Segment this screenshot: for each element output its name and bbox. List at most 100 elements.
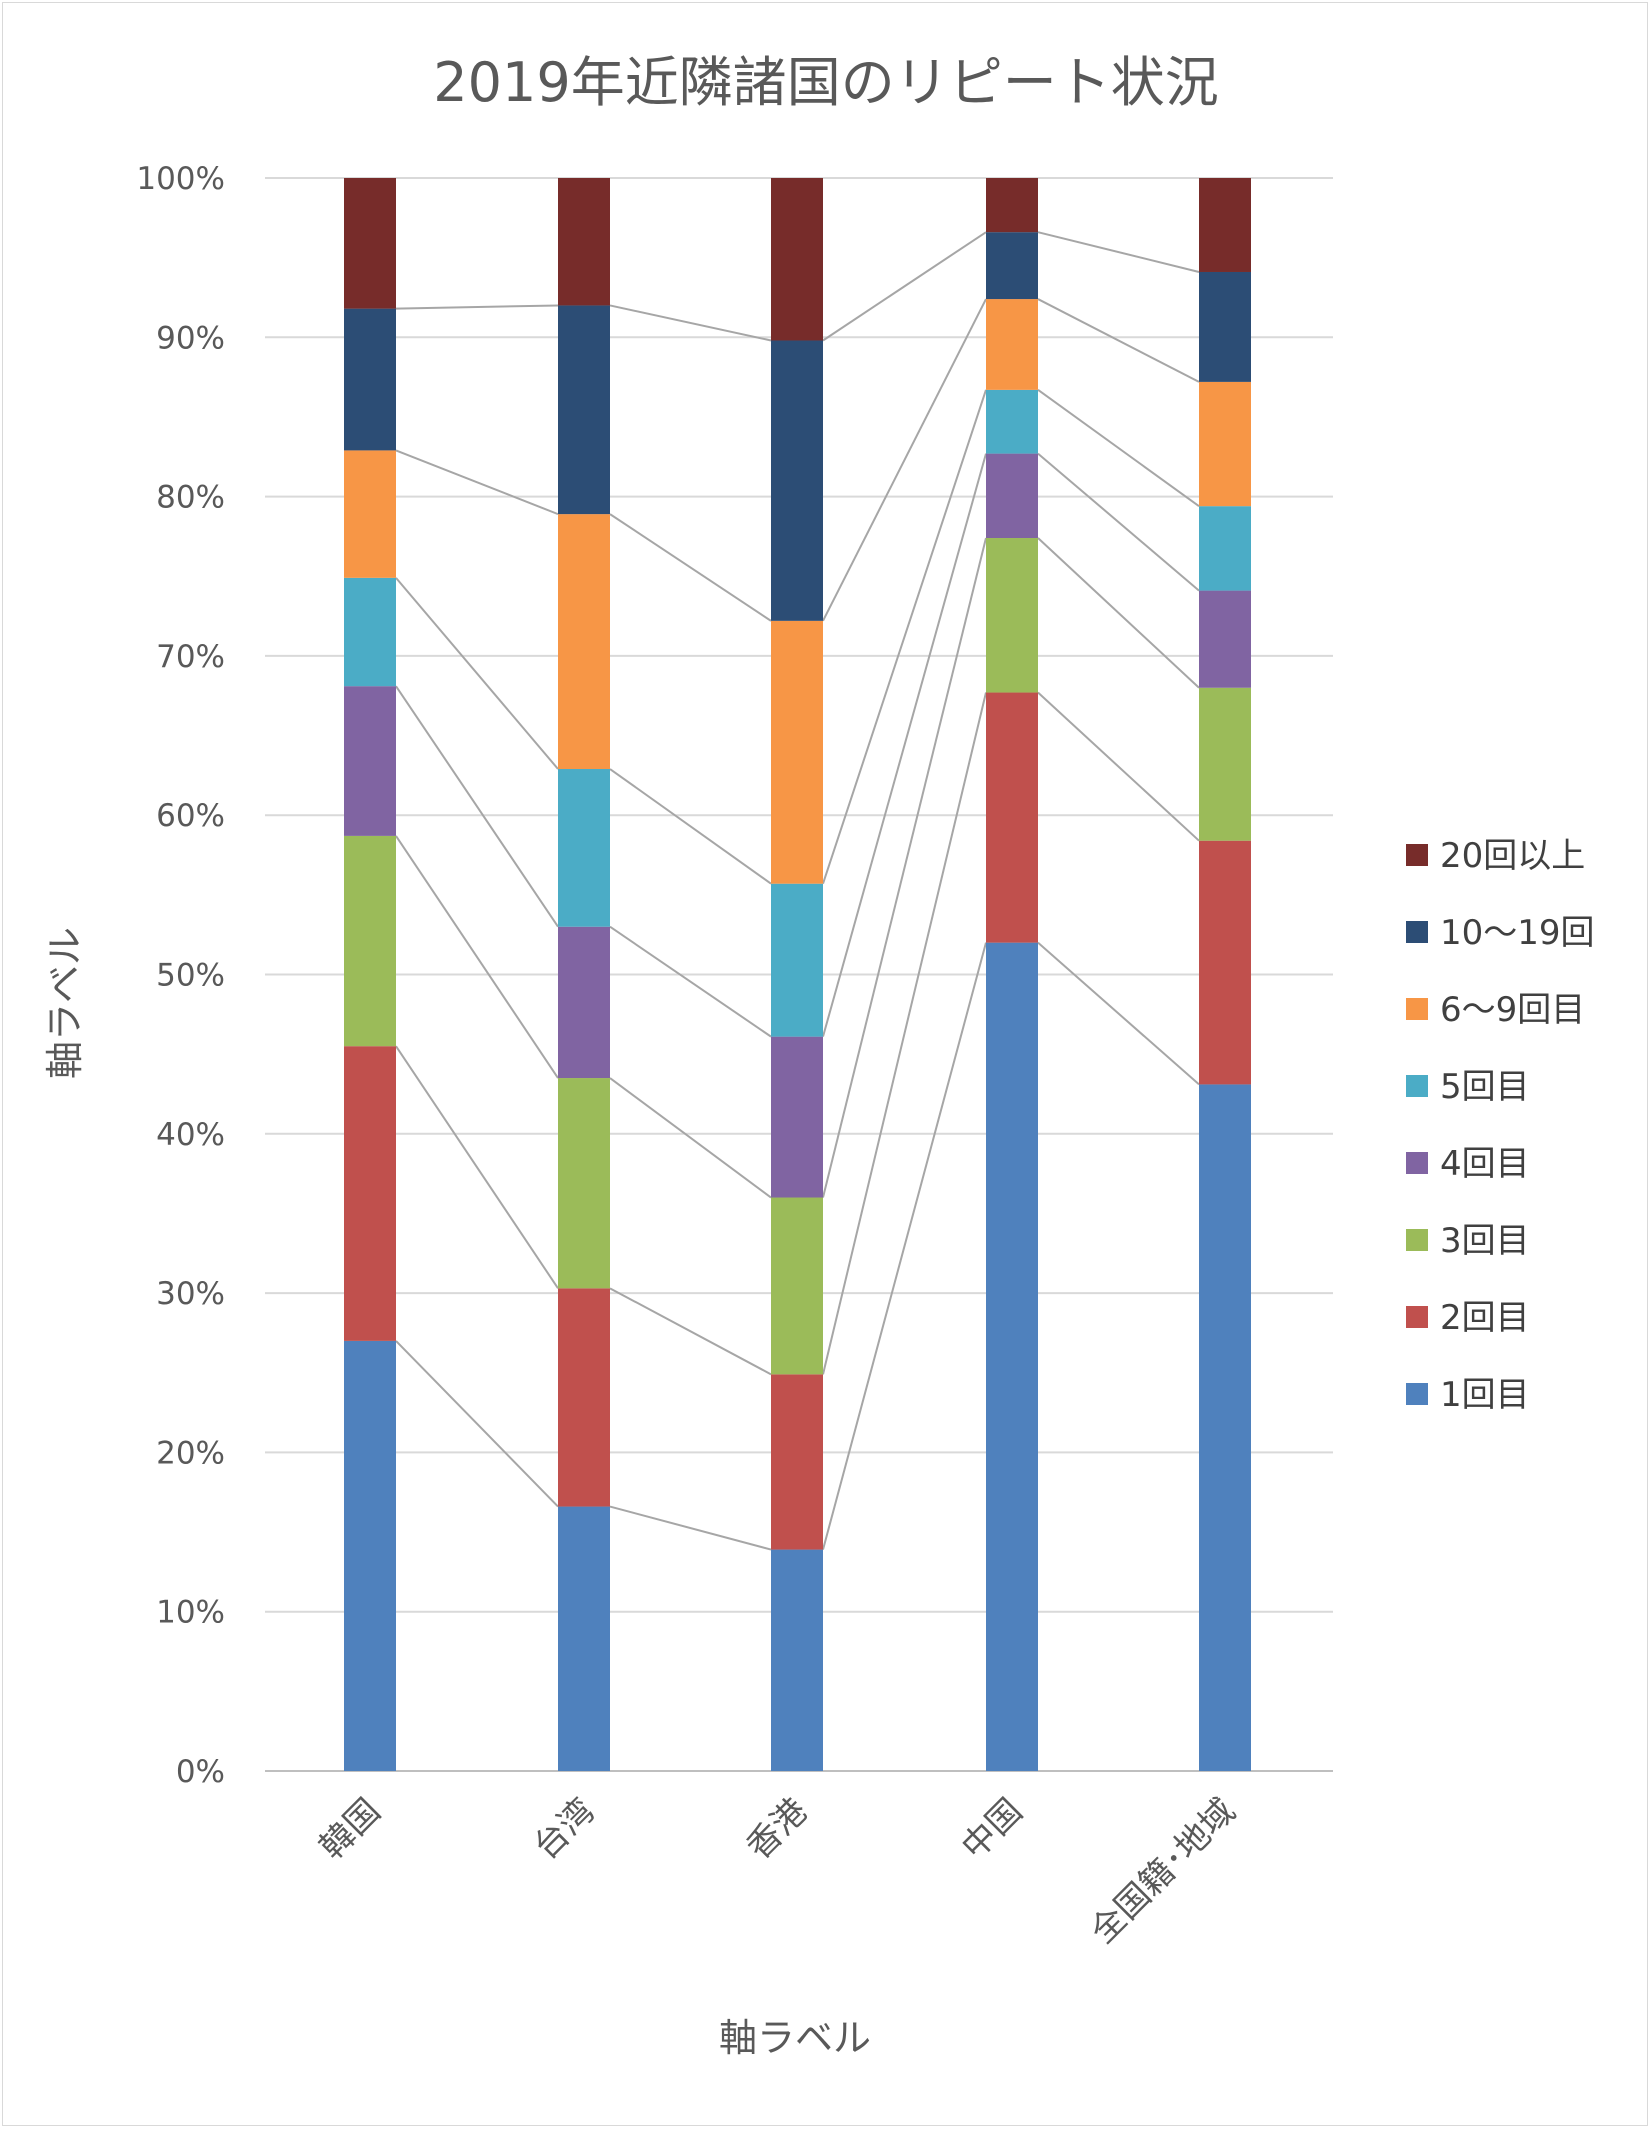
y-tick-label: 10% bbox=[156, 1595, 225, 1631]
y-tick-label: 0% bbox=[176, 1754, 225, 1790]
bar-segment bbox=[558, 926, 610, 1079]
legend-label: 6〜9回目 bbox=[1440, 990, 1585, 1030]
series-line bbox=[609, 925, 772, 1038]
bar-segment bbox=[771, 340, 823, 621]
bar-segment bbox=[1199, 178, 1251, 272]
bar-segment bbox=[771, 620, 823, 884]
category-label: 中国 bbox=[954, 1791, 1030, 1867]
series-line bbox=[1037, 389, 1200, 507]
stacked-bar-chart: 2019年近隣諸国のリピート状況 0% 10% 20% 30% 40% 50% 60% 70%… bbox=[43, 51, 1595, 2060]
series-line bbox=[1037, 298, 1200, 383]
bar-segment bbox=[986, 389, 1038, 454]
bar-segment bbox=[986, 232, 1038, 300]
bar-segment bbox=[344, 178, 396, 309]
series-line bbox=[395, 1340, 559, 1508]
bar-segment bbox=[771, 178, 823, 341]
legend-swatch bbox=[1406, 1383, 1428, 1405]
series-line bbox=[609, 1077, 772, 1199]
bar-segment bbox=[558, 769, 610, 927]
bar-segment bbox=[771, 883, 823, 1037]
bar-segment bbox=[558, 178, 610, 306]
legend-label: 2回目 bbox=[1440, 1298, 1530, 1338]
bar-segment bbox=[986, 299, 1038, 390]
y-tick-label: 60% bbox=[156, 798, 225, 834]
series-line bbox=[1037, 691, 1200, 842]
legend-swatch bbox=[1406, 1306, 1428, 1328]
bar-segment bbox=[344, 835, 396, 1047]
series-line bbox=[395, 577, 559, 770]
y-tick-label: 90% bbox=[156, 320, 225, 356]
bar-segment bbox=[344, 450, 396, 578]
y-tick-label: 80% bbox=[156, 480, 225, 516]
legend-label: 3回目 bbox=[1440, 1221, 1530, 1261]
bar-segment bbox=[558, 514, 610, 770]
legend-swatch bbox=[1406, 1152, 1428, 1174]
y-tick-label: 100% bbox=[136, 161, 225, 197]
bar-segment bbox=[771, 1549, 823, 1771]
bar-segment bbox=[344, 1046, 396, 1341]
legend-swatch bbox=[1406, 1229, 1428, 1251]
bar-segment bbox=[344, 686, 396, 836]
series-line bbox=[395, 835, 559, 1079]
series-line bbox=[395, 685, 559, 928]
x-axis-title: 軸ラベル bbox=[719, 2016, 871, 2060]
series-line bbox=[395, 1045, 559, 1289]
category-label: 香港 bbox=[739, 1791, 815, 1867]
bars bbox=[344, 178, 1251, 1771]
y-tick-label: 50% bbox=[156, 958, 225, 994]
legend-swatch bbox=[1406, 998, 1428, 1020]
bar-segment bbox=[1199, 1084, 1251, 1771]
bar-segment bbox=[558, 1506, 610, 1771]
series-line bbox=[609, 768, 772, 885]
bar-segment bbox=[986, 692, 1038, 943]
category-label: 韓国 bbox=[312, 1791, 388, 1867]
bar-segment bbox=[1199, 687, 1251, 841]
series-line bbox=[1037, 231, 1200, 273]
series-line bbox=[1037, 537, 1200, 689]
bar-segment bbox=[986, 538, 1038, 693]
series-line bbox=[822, 942, 987, 1550]
y-tick-label: 20% bbox=[156, 1435, 225, 1471]
bar-segment bbox=[1199, 840, 1251, 1085]
bar-segment bbox=[344, 1340, 396, 1771]
bar-segment bbox=[986, 178, 1038, 233]
legend-label: 20回以上 bbox=[1440, 836, 1585, 876]
bar-segment bbox=[1199, 590, 1251, 688]
series-line bbox=[609, 1287, 772, 1376]
y-tick-label: 40% bbox=[156, 1117, 225, 1153]
series-line bbox=[395, 449, 559, 516]
category-label: 全国籍･地域 bbox=[1083, 1791, 1244, 1952]
series-line bbox=[822, 389, 987, 885]
legend: 20回以上 10〜19回 6〜9回目 5回目 4回目 3回目 2回目 1回目 bbox=[1406, 836, 1595, 1415]
category-labels: 韓国 台湾 香港 中国 全国籍･地域 bbox=[312, 1791, 1243, 1952]
bar-segment bbox=[558, 305, 610, 515]
bar-segment bbox=[1199, 271, 1251, 382]
chart-title: 2019年近隣諸国のリピート状況 bbox=[433, 51, 1218, 114]
bar-segment bbox=[771, 1036, 823, 1198]
bar-segment bbox=[986, 942, 1038, 1771]
legend-label: 4回目 bbox=[1440, 1144, 1530, 1184]
bar-segment bbox=[1199, 506, 1251, 591]
legend-label: 10〜19回 bbox=[1440, 913, 1595, 953]
legend-label: 5回目 bbox=[1440, 1067, 1530, 1107]
y-tick-label: 70% bbox=[156, 639, 225, 675]
bar-segment bbox=[344, 577, 396, 687]
bar-segment bbox=[771, 1197, 823, 1375]
series-line bbox=[822, 537, 987, 1198]
legend-label: 1回目 bbox=[1440, 1375, 1530, 1415]
series-line bbox=[1037, 941, 1200, 1086]
bar-segment bbox=[344, 308, 396, 451]
bar-segment bbox=[771, 1374, 823, 1550]
legend-swatch bbox=[1406, 844, 1428, 866]
bar-segment bbox=[1199, 381, 1251, 507]
y-tick-labels: 0% 10% 20% 30% 40% 50% 60% 70% 80% 90% 100% bbox=[136, 161, 225, 1790]
series-line bbox=[822, 692, 987, 1375]
series-line bbox=[822, 298, 987, 622]
series-line bbox=[609, 513, 772, 622]
y-tick-label: 30% bbox=[156, 1276, 225, 1312]
bar-segment bbox=[986, 453, 1038, 539]
legend-swatch bbox=[1406, 1075, 1428, 1097]
bar-segment bbox=[558, 1288, 610, 1507]
bar-segment bbox=[558, 1078, 610, 1289]
